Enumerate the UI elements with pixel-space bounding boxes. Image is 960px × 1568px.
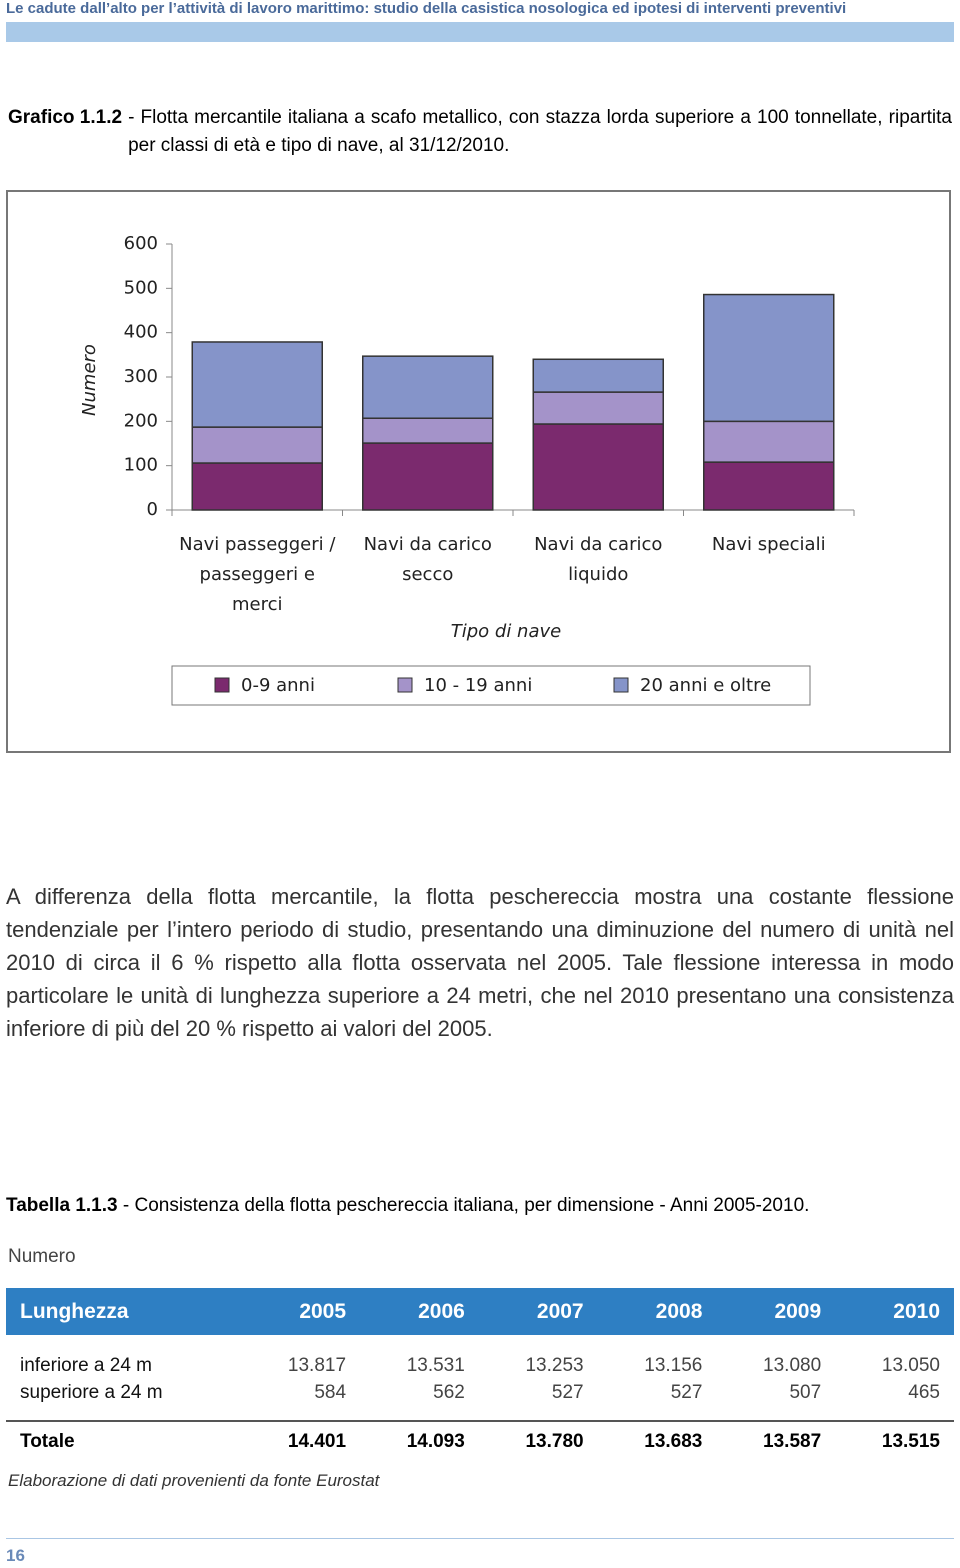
y-tick-label: 300	[124, 366, 158, 387]
bar-segment	[362, 442, 494, 511]
table-cell: 13.080	[763, 1355, 822, 1376]
x-tick-label: Navi da carico secco	[363, 534, 492, 585]
x-tick-label-box: Navi passeggeri / passeggeri e merci	[179, 534, 336, 615]
footer-rule	[6, 1538, 954, 1539]
bar-segment	[362, 355, 494, 419]
bar-segment	[703, 293, 835, 423]
table-cell: superiore a 24 m	[20, 1382, 163, 1403]
source-note: Elaborazione di dati provenienti da font…	[8, 1471, 380, 1490]
header-cell: 2008	[655, 1299, 703, 1323]
legend-label: 0-9 anni	[241, 675, 315, 696]
chart-frame	[6, 190, 951, 753]
x-tick-label-box: Navi speciali	[711, 534, 826, 555]
total-cell: 13.780	[525, 1430, 584, 1452]
header-cell: 2010	[893, 1299, 940, 1323]
y-tick-label: 0	[147, 499, 158, 520]
header-cell: 2007	[536, 1299, 584, 1323]
bar-segment	[703, 420, 835, 463]
spacer-row	[6, 1409, 954, 1421]
table-cell: 507	[789, 1382, 822, 1403]
bar-segment	[532, 423, 664, 511]
bar-segment	[362, 417, 494, 444]
table-row: inferiore a 24 m 13.817 13.531 13.253 13.156…	[6, 1335, 954, 1377]
total-cell: 13.587	[763, 1430, 822, 1452]
total-cell: 13.515	[881, 1430, 940, 1452]
x-tick-label-box: Navi da carico liquido	[534, 534, 663, 585]
bar-segment	[532, 358, 664, 393]
x-tick-label: Navi speciali	[711, 534, 826, 555]
chart: Numero Tipo di nave 0 100 200 300 400 500 600 N…	[79, 233, 855, 706]
total-cell: 13.683	[644, 1430, 703, 1452]
header-cell: 2005	[299, 1299, 347, 1323]
header-band	[6, 22, 954, 42]
table-cell: 13.817	[287, 1355, 347, 1376]
header-cell: Lunghezza	[20, 1299, 129, 1323]
caption-text: - Flotta mercantile italiana a scafo met…	[128, 107, 952, 156]
table-cell: 527	[670, 1382, 703, 1403]
table-row: superiore a 24 m 584 562 527 527 507 465	[6, 1377, 954, 1409]
table-cell: 13.050	[881, 1355, 940, 1376]
y-tick-label: 400	[124, 322, 158, 343]
table-unit: Numero	[8, 1246, 76, 1267]
y-tick-label: 600	[124, 233, 158, 254]
bar-segment	[191, 462, 323, 511]
legend-swatch	[397, 677, 413, 693]
table-cell: 13.531	[406, 1355, 465, 1376]
table-cell: 562	[433, 1382, 465, 1403]
total-cell: 14.093	[406, 1430, 465, 1452]
running-title: Le cadute dall’alto per l’attività di la…	[6, 0, 847, 17]
y-tick-label: 100	[124, 455, 158, 476]
table-cell: 13.253	[525, 1355, 584, 1376]
data-table: Lunghezza 2005 2006 2007 2008 2009 2010 inferio…	[6, 1288, 954, 1461]
legend-label: 10 - 19 anni	[424, 675, 532, 696]
legend-label: 20 anni e oltre	[640, 675, 771, 696]
table-cell: 527	[551, 1382, 584, 1403]
table-cell: inferiore a 24 m	[20, 1355, 153, 1376]
chart-caption: Grafico 1.1.2 - Flotta mercantile italia…	[8, 104, 952, 160]
y-tick-label: 200	[124, 410, 158, 431]
header-cell: 2006	[418, 1299, 465, 1323]
total-cell: Totale	[20, 1430, 75, 1452]
x-axis-label: Tipo di nave	[451, 621, 561, 642]
body-paragraph: A differenza della flotta mercantile, la…	[6, 884, 954, 1041]
header-cell: 2009	[774, 1299, 822, 1323]
bar-segment	[191, 341, 323, 428]
table-cell: 584	[314, 1382, 347, 1403]
bar-segment	[191, 426, 323, 464]
bar-segment	[703, 461, 835, 511]
header-row: Lunghezza 2005 2006 2007 2008 2009 2010	[6, 1288, 954, 1335]
total-row: Totale 14.401 14.093 13.780 13.683 13.587 13.5…	[6, 1421, 954, 1461]
legend-box	[171, 665, 811, 706]
table-title: - Consistenza della flotta peschereccia …	[122, 1195, 810, 1216]
x-tick-label: Navi passeggeri / passeggeri e merci	[179, 534, 336, 615]
legend-swatch	[214, 677, 230, 693]
y-axis-label: Numero	[79, 344, 100, 416]
total-cell: 14.401	[287, 1430, 347, 1452]
table-label: Tabella 1.1.3	[6, 1195, 118, 1216]
caption-label: Grafico 1.1.2	[8, 107, 123, 128]
legend-swatch	[613, 677, 629, 693]
x-tick-label-box: Navi da carico secco	[363, 534, 492, 585]
x-tick-label: Navi da carico liquido	[534, 534, 663, 585]
page-number: 16	[6, 1546, 25, 1565]
bar-segment	[532, 391, 664, 425]
table-cell: 465	[908, 1382, 940, 1403]
table-cell: 13.156	[644, 1355, 703, 1376]
y-tick-label: 500	[124, 277, 158, 298]
table-caption: Tabella 1.1.3 - Consistenza della flotta…	[6, 1195, 809, 1217]
